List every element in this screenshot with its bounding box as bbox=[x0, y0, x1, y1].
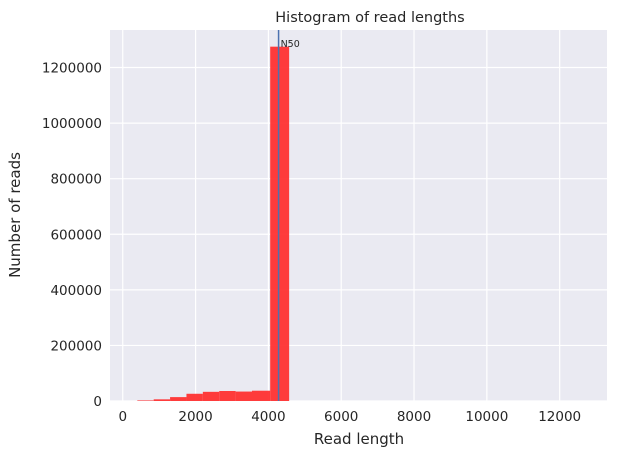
histogram-bar bbox=[137, 400, 154, 401]
y-tick-labels: 0 200000 400000 600000 800000 1000000 1200000 bbox=[42, 61, 102, 410]
x-tick-label: 0 bbox=[118, 409, 127, 425]
x-tick-label: 10000 bbox=[465, 409, 508, 425]
histogram-bars bbox=[137, 46, 290, 401]
y-tick-label: 1000000 bbox=[42, 116, 102, 132]
plot-background bbox=[110, 30, 607, 401]
histogram-bar bbox=[235, 391, 252, 401]
x-tick-label: 12000 bbox=[538, 409, 581, 425]
y-tick-label: 1200000 bbox=[42, 61, 102, 77]
x-axis-title: Read length bbox=[314, 430, 404, 448]
annotations: N50 bbox=[277, 30, 300, 401]
chart-title: Histogram of read lengths bbox=[275, 10, 464, 26]
y-tick-label: 200000 bbox=[50, 338, 102, 354]
histogram-bar bbox=[270, 46, 290, 401]
histogram-bar bbox=[202, 391, 220, 401]
y-axis-title: Number of reads bbox=[6, 152, 24, 278]
y-tick-label: 400000 bbox=[50, 283, 102, 299]
histogram-bar bbox=[252, 390, 271, 401]
y-tick-label: 600000 bbox=[50, 227, 102, 243]
histogram-bar bbox=[153, 399, 171, 401]
n50-label: N50 bbox=[281, 39, 300, 50]
histogram-bar bbox=[170, 397, 187, 401]
y-tick-label: 0 bbox=[93, 394, 102, 410]
x-tick-label: 8000 bbox=[397, 409, 431, 425]
x-tick-label: 4000 bbox=[251, 409, 285, 425]
x-tick-labels: 0 2000 4000 6000 8000 10000 12000 bbox=[118, 409, 581, 425]
histogram-bar bbox=[219, 390, 236, 401]
x-tick-label: 2000 bbox=[178, 409, 212, 425]
x-tick-label: 6000 bbox=[324, 409, 358, 425]
histogram-bar bbox=[186, 393, 203, 401]
y-tick-label: 800000 bbox=[50, 172, 102, 188]
